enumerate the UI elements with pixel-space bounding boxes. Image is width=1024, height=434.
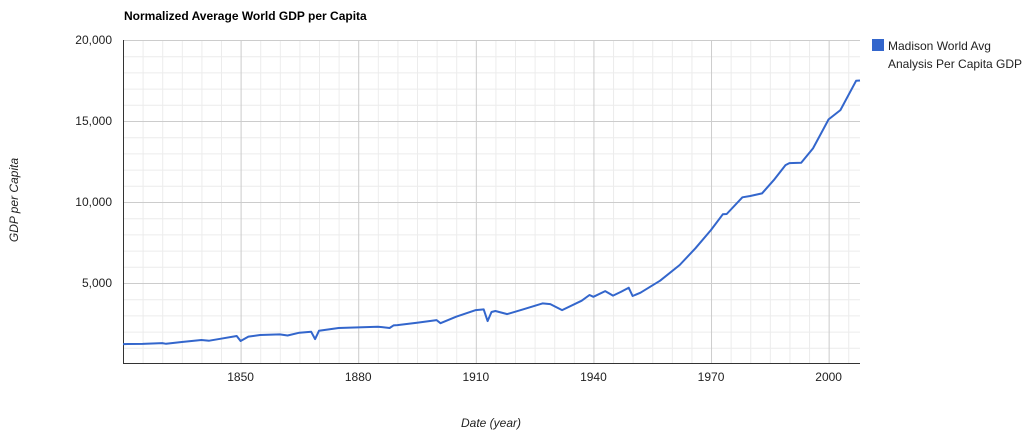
y-tick-label: 15,000: [75, 114, 112, 128]
gridlines: [123, 40, 860, 364]
tick-labels: 5,000 10,000 15,000 20,000 1850 1880 1910 1940 1…: [75, 33, 842, 384]
x-tick-label: 1910: [462, 370, 489, 384]
legend-label[interactable]: Madison World Avg Analysis Per Capita GD…: [888, 39, 1023, 71]
x-axis-title: Date (year): [460, 416, 522, 430]
y-axis-title: GDP per Capita: [7, 157, 21, 243]
x-tick-label: 1970: [698, 370, 725, 384]
y-tick-label: 5,000: [82, 276, 112, 290]
x-tick-label: 1850: [227, 370, 254, 384]
legend-swatch: [872, 39, 884, 51]
y-tick-label: 20,000: [75, 33, 112, 47]
series-layer: [122, 79, 861, 346]
x-tick-label: 2000: [815, 370, 842, 384]
chart-title: Normalized Average World GDP per Capita: [124, 9, 367, 23]
series-line: [122, 79, 861, 346]
x-tick-label: 1880: [345, 370, 372, 384]
axes: [123, 40, 860, 364]
y-tick-label: 10,000: [75, 195, 112, 209]
x-tick-label: 1940: [580, 370, 607, 384]
